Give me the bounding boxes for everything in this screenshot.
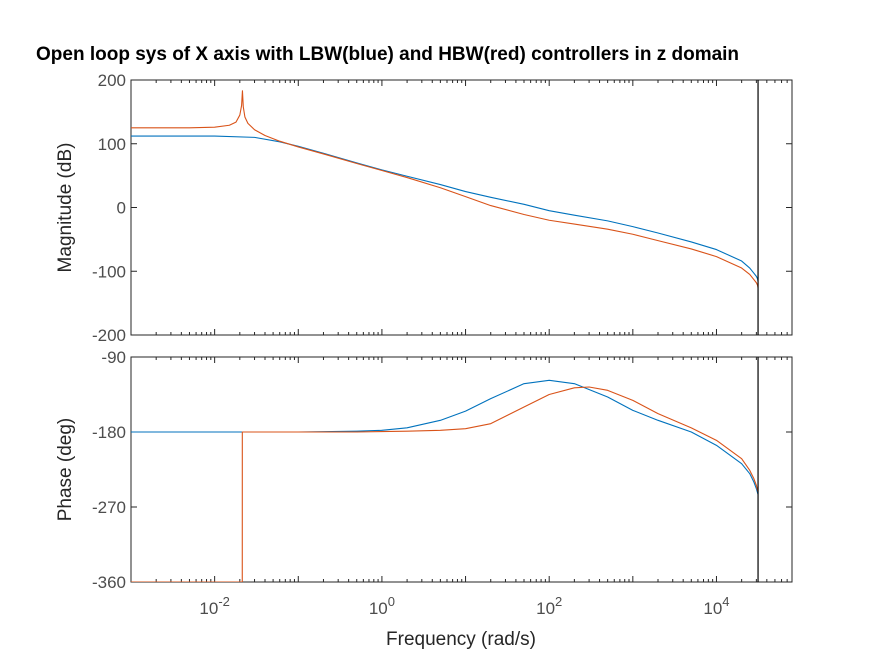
ytick-label: -90	[101, 348, 126, 367]
lbw-magnitude-line	[131, 135, 759, 282]
phase-ytick-labels: -90 -180 -270 -360	[92, 348, 126, 592]
x-tick-labels: 10-2 100 102 104	[199, 594, 729, 618]
magnitude-ylabel: Magnitude (dB)	[55, 143, 76, 273]
phase-plot-area	[130, 356, 793, 583]
magnitude-series	[131, 90, 759, 288]
magnitude-ytick-labels: 200 100 0 -100 -200	[92, 71, 126, 345]
ytick-label: -180	[92, 423, 126, 442]
ytick-label: -360	[92, 573, 126, 592]
xtick-label: 10-2	[199, 594, 229, 618]
phase-panel: -90 -180 -270 -360 Phase (deg)	[55, 348, 793, 592]
xtick-label: 102	[536, 594, 562, 618]
x-axis-label: Frequency (rad/s)	[386, 629, 536, 650]
magnitude-panel: 200 100 0 -100 -200 Magnitude (dB)	[55, 71, 793, 345]
ytick-label: -270	[92, 498, 126, 517]
hbw-magnitude-line	[131, 90, 759, 288]
phase-series	[131, 379, 759, 582]
ytick-label: 100	[98, 135, 126, 154]
chart-title: Open loop sys of X axis with LBW(blue) a…	[36, 44, 739, 65]
magnitude-ticks	[130, 79, 793, 336]
phase-ylabel: Phase (deg)	[55, 418, 76, 522]
ytick-label: 200	[98, 71, 126, 90]
xtick-label: 100	[369, 594, 395, 618]
magnitude-plot-area	[130, 79, 793, 336]
ytick-label: 0	[117, 199, 126, 218]
ytick-label: -100	[92, 262, 126, 281]
ytick-label: -200	[92, 326, 126, 345]
lbw-phase-line	[131, 379, 759, 495]
xtick-label: 104	[703, 594, 729, 618]
phase-ticks	[130, 356, 793, 583]
hbw-phase-line	[131, 386, 759, 582]
